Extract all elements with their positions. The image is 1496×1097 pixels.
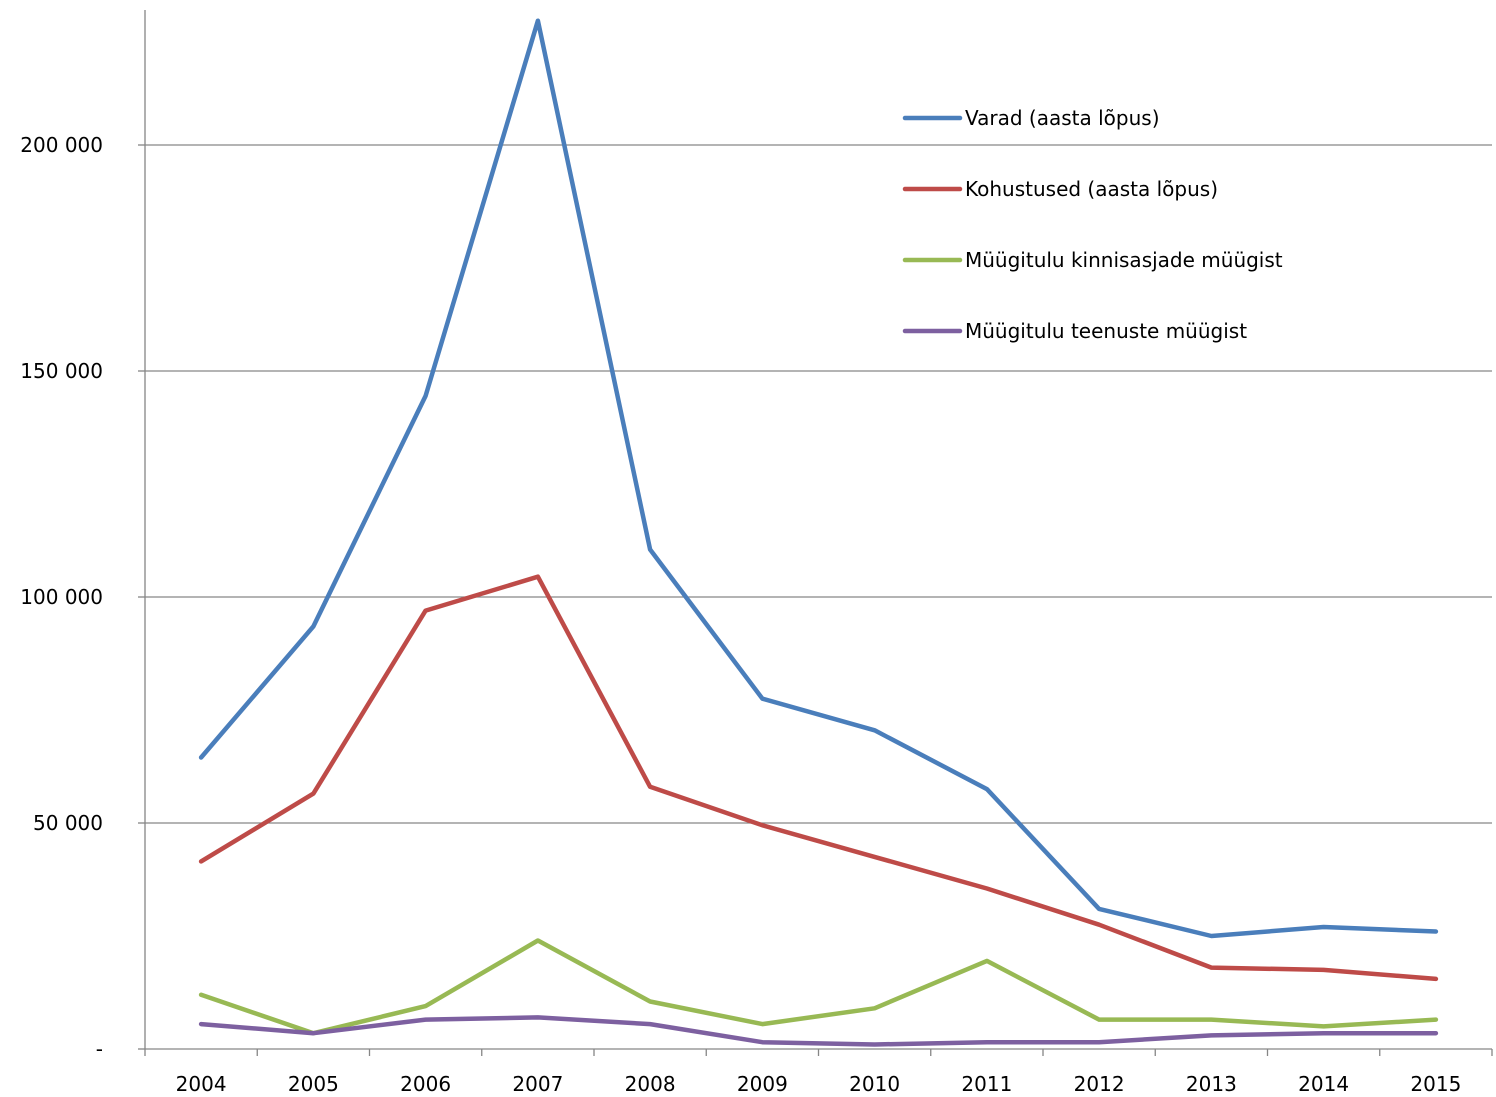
legend-label-4: Müügitulu teenuste müügist (965, 319, 1247, 343)
y-tick-label: 200 000 (20, 133, 103, 157)
legend: Varad (aasta lõpus) Kohustused (aasta lõp… (902, 106, 1283, 343)
y-tick-label: 150 000 (20, 359, 103, 383)
x-tick-label: 2004 (176, 1072, 227, 1096)
x-tick-label: 2008 (625, 1072, 676, 1096)
x-tick-label: 2010 (849, 1072, 900, 1096)
x-tick-label: 2013 (1186, 1072, 1237, 1096)
x-tick-label: 2011 (961, 1072, 1012, 1096)
legend-label-1: Varad (aasta lõpus) (965, 106, 1160, 130)
gridlines (145, 144, 1492, 824)
series-lines (198, 18, 1439, 1047)
series-line-2 (198, 574, 1439, 982)
legend-label-2: Kohustused (aasta lõpus) (965, 177, 1218, 201)
x-tick-label: 2014 (1298, 1072, 1349, 1096)
x-tick-label: 2006 (400, 1072, 451, 1096)
x-tick-label: 2012 (1074, 1072, 1125, 1096)
y-tick-label: - (96, 1037, 103, 1061)
axes: - 50 000 100 000 150 000 200 000 2004 2005 2006… (20, 10, 1493, 1096)
series-line-1 (198, 18, 1439, 939)
x-tick-label: 2005 (288, 1072, 339, 1096)
x-tick-label: 2015 (1410, 1072, 1461, 1096)
series-line-3 (198, 938, 1439, 1036)
y-tick-label: 100 000 (20, 585, 103, 609)
x-tick-label: 2007 (512, 1072, 563, 1096)
y-tick-label: 50 000 (33, 811, 103, 835)
legend-label-3: Müügitulu kinnisasjade müügist (965, 248, 1283, 272)
x-tick-label: 2009 (737, 1072, 788, 1096)
series-line-4 (198, 1015, 1439, 1047)
